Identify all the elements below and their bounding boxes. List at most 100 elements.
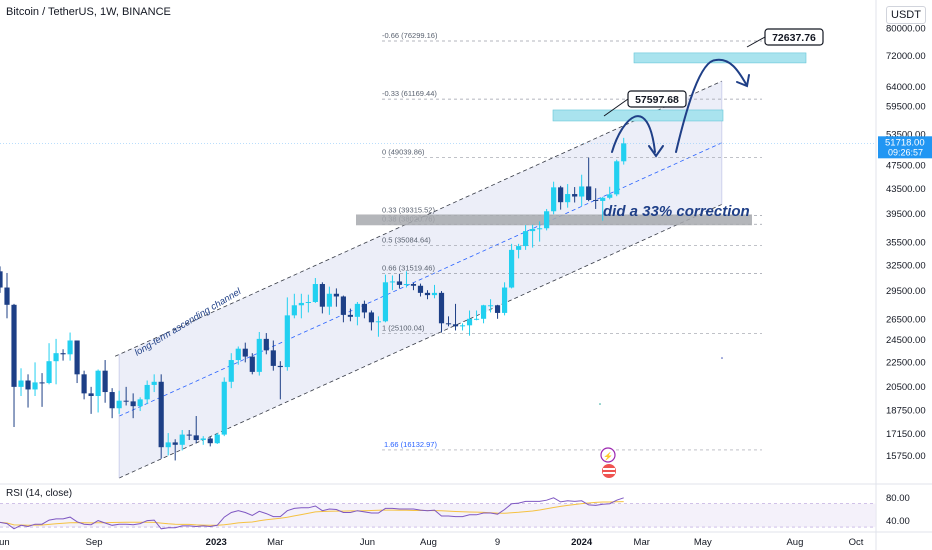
candle-body	[501, 287, 508, 313]
candle-body	[123, 400, 129, 402]
candle-body	[186, 434, 192, 436]
candle-body	[88, 393, 94, 397]
candle-body	[130, 401, 136, 407]
candle-body	[312, 284, 318, 302]
candle-body	[18, 380, 24, 387]
price-tick-label: 26500.00	[886, 314, 926, 325]
price-tick-label: 18750.00	[886, 405, 926, 416]
dot-marker	[721, 357, 723, 359]
quote-currency[interactable]: USDT	[886, 6, 926, 24]
candle-body	[305, 301, 311, 303]
dot-marker	[599, 403, 601, 405]
candle-body	[298, 302, 304, 306]
candle-body	[375, 321, 382, 323]
price-tick-label: 22500.00	[886, 357, 926, 368]
candle-body	[4, 287, 10, 305]
candle-body	[515, 246, 522, 250]
candle-body	[242, 348, 248, 357]
candle-body	[32, 382, 38, 390]
us-flag-event-icon	[602, 464, 616, 478]
candle-body	[382, 282, 389, 322]
correction-annotation: did a 33% correction	[603, 203, 750, 220]
candle-body	[200, 438, 206, 441]
time-tick-label: May	[694, 537, 712, 548]
candle-body	[579, 186, 585, 197]
fib-level-label: 1 (25100.04)	[382, 324, 425, 333]
candle-body	[256, 338, 262, 372]
candle-body	[277, 365, 283, 368]
price-tick-label: 24500.00	[886, 335, 926, 346]
candle-body	[452, 324, 459, 327]
candle-body	[46, 361, 52, 384]
candle-body	[572, 194, 578, 197]
price-tick-label: 53500.00	[886, 129, 926, 140]
price-tick-label: 32500.00	[886, 261, 926, 272]
candle-body	[144, 384, 150, 400]
candle-body	[116, 400, 122, 409]
flag-stripe	[603, 472, 615, 474]
candle-body	[410, 284, 417, 286]
candle-body	[53, 353, 59, 362]
target-1-callout-pointer	[603, 98, 629, 117]
projected-path	[611, 58, 747, 153]
target-2-callout-pointer	[746, 36, 766, 48]
price-tick-label: 43500.00	[886, 184, 926, 195]
price-tick-label: 59500.00	[886, 101, 926, 112]
candle-body	[95, 370, 101, 397]
rsi-tick-label: 40.00	[886, 516, 910, 527]
target-1-callout-text: 57597.68	[635, 94, 679, 106]
candle-body	[179, 434, 185, 445]
candle-body	[347, 314, 353, 317]
candle-body	[39, 382, 45, 384]
candle-body	[151, 381, 157, 385]
candle-body	[530, 228, 536, 232]
channel-lower-line	[118, 204, 722, 479]
rsi-line	[0, 497, 624, 530]
flag-stripe	[603, 468, 615, 470]
candle-body	[565, 194, 571, 203]
candle-body	[221, 381, 227, 435]
candle-body	[326, 293, 332, 307]
price-tick-label: 72000.00	[886, 51, 926, 62]
candle-body	[438, 292, 445, 324]
candle-body	[263, 338, 269, 351]
candle-body	[235, 348, 241, 361]
candle-body	[487, 305, 494, 307]
price-tick-label: 35500.00	[886, 237, 926, 248]
candle-body	[214, 434, 220, 444]
candle-body	[291, 305, 297, 316]
current-price-tag	[878, 136, 932, 159]
candle-body	[0, 271, 3, 288]
candle-body	[459, 325, 466, 327]
time-tick-label: 2024	[571, 537, 593, 548]
candle-body	[523, 231, 529, 247]
candle-body	[361, 303, 368, 313]
fib-level-label: -0.66 (76299.16)	[382, 31, 438, 40]
candle-countdown: 09:26:57	[888, 147, 923, 157]
candle-body	[551, 187, 557, 212]
fib-level-label: 0 (49039.86)	[382, 147, 425, 156]
candle-body	[593, 199, 599, 201]
fib-level-label: 1.66 (16132.97)	[384, 440, 437, 449]
candle-body	[319, 284, 325, 307]
time-tick-label: Jun	[360, 537, 375, 548]
candle-body	[494, 305, 501, 313]
rsi-tick-label: 80.00	[886, 493, 910, 504]
lightning-event-icon	[600, 447, 616, 463]
candle-body	[473, 318, 480, 320]
target-box-2	[633, 52, 807, 64]
lightning-glyph: ⚡	[603, 451, 613, 461]
candle-body	[544, 211, 550, 229]
current-price-value: 51718.00	[885, 137, 925, 148]
candle-body	[207, 438, 213, 444]
candle-body	[284, 315, 290, 368]
target-1-callout-box	[627, 90, 687, 108]
target-2-callout-box	[764, 28, 824, 46]
target-2-callout-text: 72637.76	[772, 32, 816, 44]
arrow-head-up	[736, 74, 750, 88]
candle-body	[11, 304, 17, 387]
candle-body	[67, 340, 73, 355]
candle-body	[228, 360, 234, 382]
time-tick-label: Aug	[786, 537, 803, 548]
